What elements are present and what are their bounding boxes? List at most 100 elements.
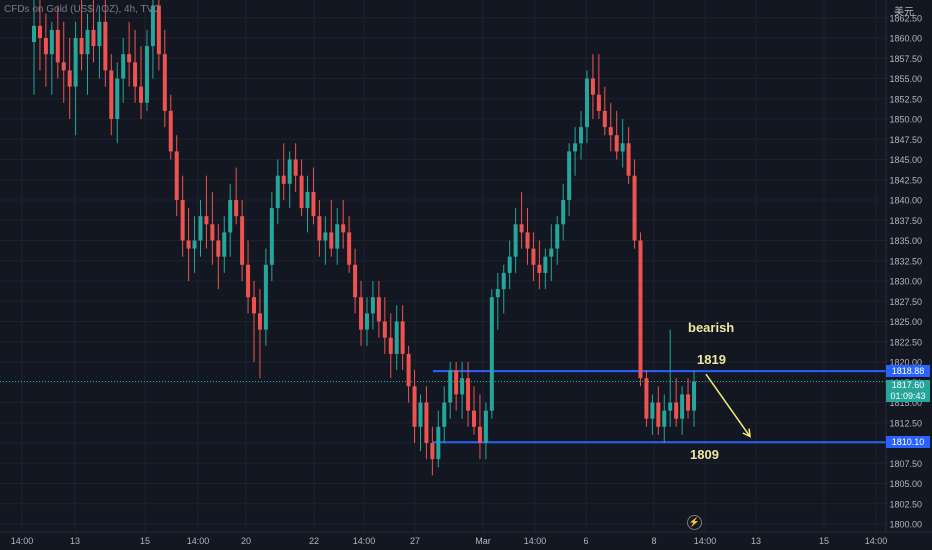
candle-body	[335, 224, 340, 249]
time-tick-label: 6	[583, 536, 588, 546]
candle	[489, 289, 494, 419]
candle	[257, 289, 262, 379]
candle-body	[573, 143, 578, 152]
candle	[109, 54, 114, 136]
candle	[139, 46, 144, 119]
candle-body	[489, 297, 494, 411]
price-tick-label: 1855.00	[889, 74, 922, 84]
candle-body	[49, 29, 54, 55]
candle	[222, 216, 227, 273]
candle-body	[257, 313, 262, 330]
candle-body	[602, 110, 607, 128]
price-tick-label: 1840.00	[889, 196, 922, 206]
candle	[632, 159, 637, 249]
candle-body	[252, 297, 256, 314]
candle	[412, 370, 417, 443]
time-tick-label: 15	[140, 536, 150, 546]
candle	[79, 0, 84, 71]
candle-body	[192, 240, 197, 249]
candle-body	[418, 402, 423, 427]
candle	[305, 175, 310, 233]
price-tick-label: 1852.50	[889, 94, 922, 104]
bar-countdown: 01:09:43	[890, 391, 926, 402]
candle-body	[216, 240, 221, 257]
candle-body	[228, 200, 233, 233]
candle	[573, 127, 578, 176]
candle	[394, 305, 399, 371]
candle-body	[73, 38, 78, 87]
candle	[329, 200, 334, 257]
candle	[561, 183, 566, 241]
candle	[335, 208, 340, 265]
candle-body	[483, 410, 488, 443]
candle	[133, 29, 138, 103]
candle	[323, 216, 328, 265]
candle-body	[608, 127, 613, 136]
candle	[620, 119, 625, 168]
candle-body	[680, 394, 685, 419]
candle-body	[174, 151, 179, 200]
arrow-shaft	[705, 373, 751, 437]
candle-body	[263, 264, 268, 330]
candle-body	[162, 54, 167, 111]
time-tick-label: 14:00	[187, 536, 210, 546]
candle	[353, 248, 358, 314]
candle	[317, 200, 322, 257]
annotation-bearish[interactable]: bearish	[688, 320, 735, 336]
price-tick-label: 1835.00	[889, 236, 922, 246]
annotation-1809[interactable]: 1809	[690, 446, 719, 462]
candle	[382, 297, 387, 354]
candle	[192, 216, 197, 273]
candle-body	[370, 297, 375, 314]
candle-body	[525, 232, 530, 249]
candle	[168, 94, 173, 160]
price-tick-label: 1827.50	[889, 297, 922, 307]
time-tick-label: 15	[819, 536, 829, 546]
candle-body	[614, 135, 619, 152]
candle-body	[555, 224, 560, 249]
candle	[614, 110, 619, 160]
annotation-1819[interactable]: 1819	[697, 352, 726, 368]
candle-body	[240, 216, 245, 265]
candle	[216, 224, 221, 290]
candle-body	[400, 321, 405, 354]
candle	[341, 200, 346, 249]
candle	[400, 305, 405, 371]
lightning-icon[interactable]: ⚡	[687, 515, 702, 530]
price-tick-label: 1862.50	[889, 13, 922, 23]
candle	[579, 110, 584, 160]
candle	[567, 143, 572, 217]
time-tick-label: 14:00	[524, 536, 547, 546]
candle-body	[150, 5, 155, 47]
candle	[281, 143, 286, 200]
candle	[418, 394, 423, 452]
candle	[501, 264, 506, 314]
candle-body	[674, 402, 679, 419]
candle-body	[43, 38, 48, 55]
candle	[162, 29, 167, 128]
candle-body	[406, 353, 411, 387]
candle	[370, 281, 375, 330]
candle	[472, 386, 476, 435]
candle	[275, 159, 280, 225]
price-tick-label: 1842.50	[889, 175, 922, 185]
candle	[495, 272, 500, 330]
candle	[656, 386, 661, 435]
candle	[388, 313, 393, 379]
candle	[602, 86, 607, 136]
candle	[525, 208, 530, 265]
candle	[43, 13, 48, 87]
time-tick-label: Mar	[475, 536, 491, 546]
candle	[549, 224, 554, 281]
candle-body	[394, 321, 399, 354]
candle	[680, 386, 685, 435]
candle	[638, 232, 643, 387]
candle	[686, 378, 691, 419]
candle	[626, 127, 631, 184]
candle-body	[620, 143, 625, 152]
price-tick-label: 1847.50	[889, 135, 922, 145]
candle-body	[501, 272, 506, 290]
candle	[347, 216, 352, 273]
